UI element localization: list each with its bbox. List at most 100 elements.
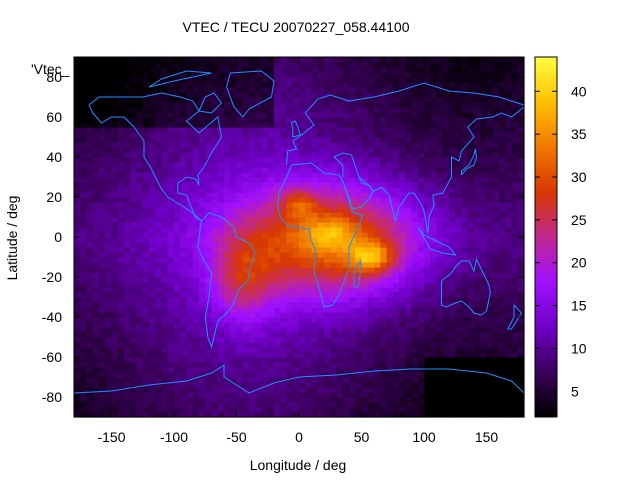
heatmap-cell xyxy=(261,202,269,208)
heatmap-cell xyxy=(417,117,425,123)
heatmap-cell xyxy=(505,297,513,303)
heatmap-cell xyxy=(374,97,381,103)
heatmap-cell xyxy=(417,57,425,63)
heatmap-cell xyxy=(349,152,356,158)
heatmap-cell xyxy=(480,282,488,288)
heatmap-cell xyxy=(174,277,181,283)
heatmap-cell xyxy=(499,372,506,378)
heatmap-cell xyxy=(92,137,100,143)
heatmap-cell xyxy=(436,312,444,318)
heatmap-cell xyxy=(242,387,250,393)
heatmap-cell xyxy=(424,342,431,348)
heatmap-cell xyxy=(142,367,150,373)
heatmap-cell xyxy=(367,232,375,238)
heatmap-cell xyxy=(149,207,156,213)
heatmap-cell xyxy=(117,292,125,298)
heatmap-cell xyxy=(111,212,119,218)
heatmap-cell xyxy=(336,132,344,138)
heatmap-cell xyxy=(224,102,231,108)
heatmap-cell xyxy=(292,57,300,63)
heatmap-cell xyxy=(286,247,294,253)
heatmap-cell xyxy=(361,337,369,343)
heatmap-cell xyxy=(380,362,388,368)
heatmap-cell xyxy=(286,182,294,188)
heatmap-cell xyxy=(430,62,438,68)
heatmap-cell xyxy=(317,157,325,163)
heatmap-cell xyxy=(455,382,463,388)
heatmap-cell xyxy=(236,222,244,228)
heatmap-cell xyxy=(405,377,413,383)
heatmap-cell xyxy=(411,92,419,98)
heatmap-cell xyxy=(467,127,475,133)
heatmap-cell xyxy=(442,412,450,418)
heatmap-cell xyxy=(367,157,375,163)
heatmap-cell xyxy=(505,332,513,338)
heatmap-cell xyxy=(224,317,231,323)
heatmap-cell xyxy=(436,67,444,73)
heatmap-cell xyxy=(161,187,169,193)
heatmap-cell xyxy=(349,67,356,73)
heatmap-cell xyxy=(324,402,331,408)
heatmap-cell xyxy=(424,92,431,98)
heatmap-cell xyxy=(467,267,475,273)
heatmap-cell xyxy=(392,157,400,163)
heatmap-cell xyxy=(236,157,244,163)
heatmap-cell xyxy=(280,212,288,218)
heatmap-cell xyxy=(349,277,356,283)
heatmap-cell xyxy=(261,332,269,338)
heatmap-cell xyxy=(211,157,219,163)
heatmap-cell xyxy=(280,102,288,108)
heatmap-cell xyxy=(361,157,369,163)
heatmap-cell xyxy=(436,237,444,243)
heatmap-cell xyxy=(136,397,144,403)
heatmap-cell xyxy=(336,182,344,188)
heatmap-cell xyxy=(436,407,444,413)
heatmap-cell xyxy=(236,187,244,193)
heatmap-cell xyxy=(99,222,106,228)
heatmap-cell xyxy=(455,307,463,313)
heatmap-cell xyxy=(449,132,456,138)
heatmap-cell xyxy=(255,92,263,98)
heatmap-cell xyxy=(311,387,319,393)
heatmap-cell xyxy=(342,407,350,413)
heatmap-cell xyxy=(411,107,419,113)
heatmap-cell xyxy=(92,342,100,348)
heatmap-cell xyxy=(286,142,294,148)
heatmap-cell xyxy=(336,97,344,103)
heatmap-cell xyxy=(217,392,225,398)
heatmap-cell xyxy=(405,222,413,228)
heatmap-cell xyxy=(205,267,213,273)
heatmap-cell xyxy=(167,297,175,303)
heatmap-cell xyxy=(392,82,400,88)
heatmap-cell xyxy=(467,292,475,298)
heatmap-cell xyxy=(392,207,400,213)
heatmap-cell xyxy=(174,72,181,78)
heatmap-cell xyxy=(136,312,144,318)
heatmap-cell xyxy=(442,92,450,98)
heatmap-cell xyxy=(342,137,350,143)
heatmap-cell xyxy=(174,147,181,153)
heatmap-cell xyxy=(255,352,263,358)
heatmap-cell xyxy=(474,322,481,328)
heatmap-cell xyxy=(374,142,381,148)
heatmap-cell xyxy=(261,222,269,228)
heatmap-cell xyxy=(205,77,213,83)
heatmap-cell xyxy=(142,327,150,333)
heatmap-cell xyxy=(105,297,113,303)
heatmap-cell xyxy=(311,232,319,238)
heatmap-cell xyxy=(299,222,306,228)
heatmap-cell xyxy=(480,147,488,153)
heatmap-cell xyxy=(142,372,150,378)
heatmap-cell xyxy=(442,217,450,223)
heatmap-cell xyxy=(230,332,238,338)
heatmap-cell xyxy=(280,157,288,163)
heatmap-cell xyxy=(242,397,250,403)
heatmap-cell xyxy=(342,212,350,218)
heatmap-cell xyxy=(367,362,375,368)
heatmap-cell xyxy=(305,167,313,173)
heatmap-cell xyxy=(105,72,113,78)
heatmap-cell xyxy=(74,212,81,218)
heatmap-cell xyxy=(417,182,425,188)
heatmap-cell xyxy=(386,412,394,418)
heatmap-cell xyxy=(467,337,475,343)
